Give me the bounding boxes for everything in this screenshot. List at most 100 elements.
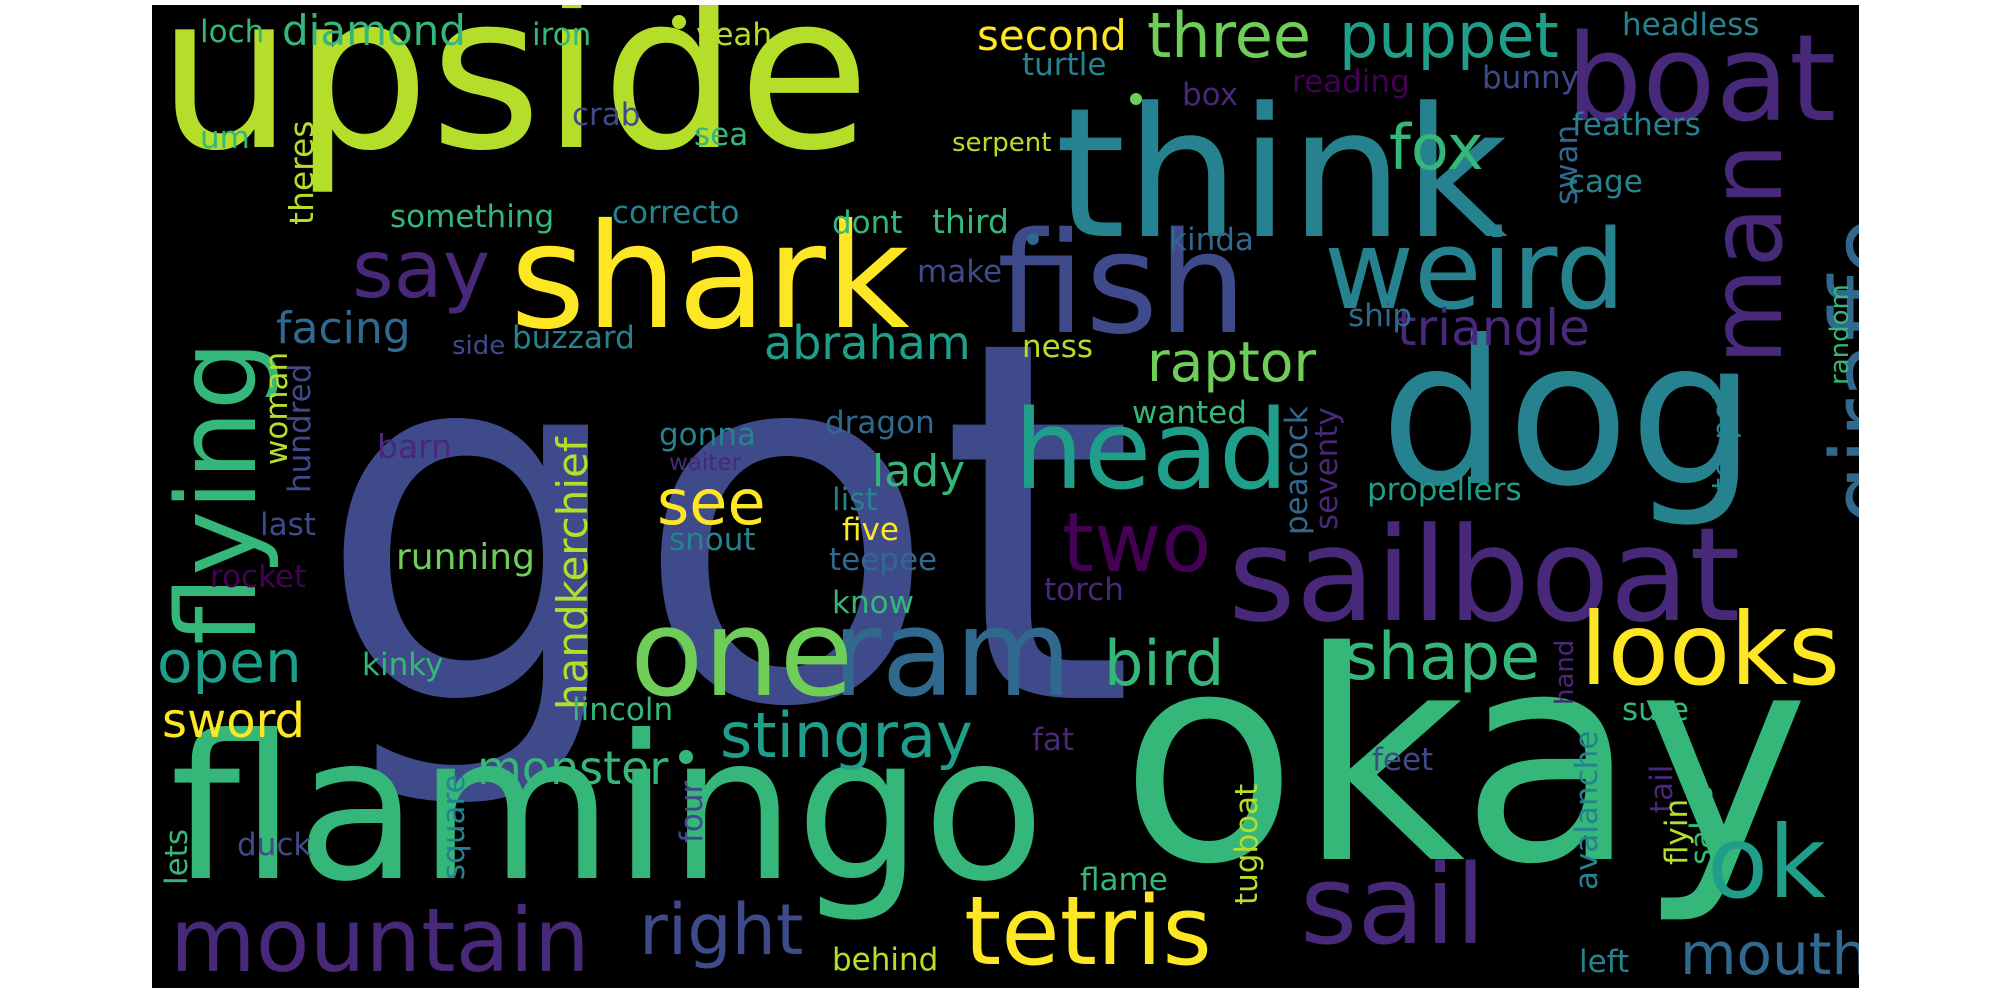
word-avalanche: avalanche bbox=[1569, 730, 1605, 890]
word-running: running bbox=[396, 537, 535, 578]
word-box: box bbox=[1182, 77, 1239, 113]
word-buzzard: buzzard bbox=[512, 320, 635, 356]
word-shark: shark bbox=[510, 193, 910, 362]
word-head: head bbox=[1014, 386, 1289, 514]
word-looks: looks bbox=[1580, 591, 1841, 708]
dot-mark bbox=[679, 750, 693, 764]
word-something: something bbox=[390, 199, 555, 235]
word-ness: ness bbox=[1022, 329, 1094, 365]
word-flamingo: flamingo bbox=[170, 693, 1045, 926]
word-flame: flame bbox=[1080, 862, 1168, 898]
word-five: five bbox=[842, 512, 899, 548]
word-monster: monster bbox=[477, 741, 669, 795]
word-seventy: seventy bbox=[1309, 407, 1345, 530]
word-tugboat: tugboat bbox=[1229, 783, 1265, 905]
word-puppet: puppet bbox=[1339, 5, 1559, 72]
word-diamond: diamond bbox=[282, 6, 466, 55]
word-fat: fat bbox=[1032, 722, 1075, 758]
word-random: random bbox=[1825, 284, 1855, 385]
word-sea: sea bbox=[694, 117, 749, 153]
word-ram: ram bbox=[832, 585, 1072, 724]
word-turtle: turtle bbox=[1022, 47, 1107, 83]
word-reading: reading bbox=[1292, 64, 1410, 100]
word-bird: bird bbox=[1104, 627, 1225, 700]
word-think: think bbox=[1055, 70, 1508, 279]
word-man: man bbox=[1688, 142, 1805, 365]
word-teepee: teepee bbox=[829, 542, 938, 578]
word-bunny: bunny bbox=[1482, 60, 1579, 96]
word-third: third bbox=[932, 202, 1009, 241]
word-triangle: triangle bbox=[1397, 299, 1590, 357]
word-open: open bbox=[157, 628, 302, 696]
word-theres: theres bbox=[282, 120, 321, 226]
dot-mark bbox=[672, 15, 686, 29]
word-okay: okay bbox=[1120, 591, 1810, 928]
word-see: see bbox=[657, 466, 766, 539]
word-crab: crab bbox=[572, 97, 641, 133]
word-mouth: mouth bbox=[1680, 920, 1859, 988]
word-sail: sail bbox=[1300, 841, 1486, 969]
word-behind: behind bbox=[832, 942, 939, 978]
dot-mark bbox=[1027, 233, 1039, 245]
word-two: two bbox=[1062, 496, 1212, 591]
word-flying: flying bbox=[153, 340, 281, 646]
word-sword: sword bbox=[162, 693, 305, 749]
word-abraham: abraham bbox=[764, 316, 971, 370]
word-wanted: wanted bbox=[1132, 395, 1247, 431]
word-barn: barn bbox=[377, 427, 453, 466]
word-hand: hand bbox=[1550, 639, 1580, 705]
word-sure: sure bbox=[1622, 692, 1689, 728]
word-um: um bbox=[200, 120, 250, 156]
word-propellers: propellers bbox=[1367, 472, 1522, 508]
word-last: last bbox=[260, 507, 316, 543]
word-feathers: feathers bbox=[1572, 107, 1701, 143]
word-say: say bbox=[352, 223, 491, 316]
word-snout: snout bbox=[669, 522, 756, 558]
word-square: square bbox=[436, 774, 472, 880]
word-boat: boat bbox=[1566, 10, 1837, 149]
word-one: one bbox=[630, 585, 854, 724]
word-side: side bbox=[452, 331, 506, 361]
word-left: left bbox=[1579, 944, 1630, 980]
word-sailboat: sailboat bbox=[1228, 499, 1741, 651]
word-duck: duck bbox=[237, 827, 312, 863]
word-waiter: waiter bbox=[669, 450, 741, 476]
word-list: list bbox=[832, 482, 878, 518]
word-upside: upside bbox=[157, 5, 871, 198]
word-hundred: hundred bbox=[282, 363, 318, 493]
word-tetris: tetris bbox=[964, 877, 1212, 987]
word-cage: cage bbox=[1568, 164, 1643, 200]
word-three: three bbox=[1147, 5, 1312, 72]
word-cloud: got upside think boat okay flamingo dog … bbox=[152, 5, 1859, 988]
word-lincoln: lincoln bbox=[572, 692, 674, 728]
word-dragon: dragon bbox=[825, 405, 935, 441]
word-facing: facing bbox=[276, 303, 411, 354]
word-iron: iron bbox=[532, 17, 592, 53]
word-lady: lady bbox=[872, 446, 966, 497]
word-got: got bbox=[316, 234, 1136, 816]
word-teapot: teapot bbox=[1706, 388, 1742, 490]
word-feet: feet bbox=[1372, 742, 1434, 778]
word-dont: dont bbox=[832, 205, 903, 241]
word-torch: torch bbox=[1044, 572, 1124, 608]
word-serpent: serpent bbox=[952, 128, 1052, 158]
word-right: right bbox=[639, 889, 804, 971]
word-dog: dog bbox=[1380, 298, 1757, 531]
word-stingray: stingray bbox=[720, 699, 973, 772]
word-handkerchief: handkerchief bbox=[548, 437, 597, 710]
word-weird: weird bbox=[1324, 206, 1626, 334]
word-mountain: mountain bbox=[170, 889, 590, 988]
word-correcto: correcto bbox=[612, 195, 740, 231]
word-raptor: raptor bbox=[1147, 330, 1317, 394]
dot-mark bbox=[1130, 93, 1142, 105]
word-ship: ship bbox=[1348, 298, 1413, 334]
word-make: make bbox=[917, 254, 1003, 290]
word-shape: shape bbox=[1344, 620, 1541, 695]
word-ok: ok bbox=[1707, 804, 1827, 921]
word-gonna: gonna bbox=[659, 417, 756, 453]
word-four: four bbox=[674, 780, 710, 843]
word-headless: headless bbox=[1622, 7, 1760, 43]
word-flyin: flyin bbox=[1659, 798, 1695, 865]
word-know: know bbox=[832, 585, 914, 621]
word-rocket: rocket bbox=[210, 559, 307, 595]
